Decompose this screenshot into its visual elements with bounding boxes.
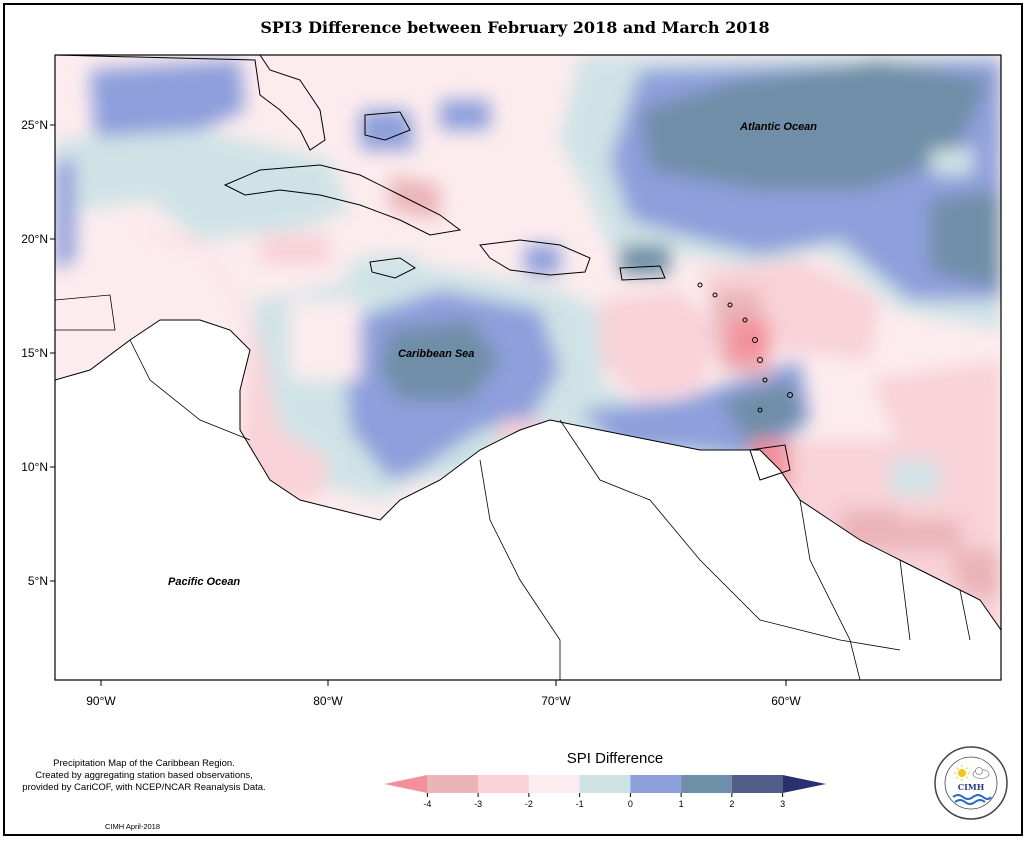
spi-zone-light-gulf [55,130,350,260]
longitude-axis: 90°W 80°W 70°W 60°W [86,680,801,708]
land-florida [55,55,326,151]
legend-tick-label: 2 [729,799,734,809]
legend-swatch [681,775,732,793]
logo-text: CIMH [958,782,985,792]
legend-tick-label: -2 [525,799,533,809]
lat-tick-label: 5°N [28,574,48,588]
borders [55,294,971,680]
sun-icon [954,765,970,781]
land-masses [55,55,1001,680]
border-central-america [129,339,251,441]
spi-zone-dark-lesser-antilles [720,380,805,445]
spi-zone-red-antilles [730,320,770,360]
spi-zone-pink-east [700,260,880,360]
legend-swatch [630,775,682,793]
label-atlantic-ocean: Atlantic Ocean [739,121,817,133]
legend-swatch [478,775,529,793]
lat-tick-label: 15°N [21,346,48,360]
cloud-icon [972,767,990,779]
legend-swatch [528,775,580,793]
border-suriname [899,559,911,641]
land-bahamas-andros [364,111,411,141]
land-cuba [223,164,462,236]
credit-text: CIMH April-2018 [105,822,161,831]
waves-icon [952,794,992,805]
border-colombia-venezuela [479,459,561,680]
spi-zone-pink-far-east [870,360,1001,440]
border-venezuela-brazil [559,419,901,651]
spi-zone-blue-west-edge [55,160,75,270]
map-frame [3,3,1023,836]
spi-zone-pink-central-america [120,230,330,500]
map-border [54,54,1002,681]
legend-swatch [731,775,783,793]
legend-swatch [579,775,631,793]
legend-swatch [427,775,479,793]
spi-zone-blue-gulf [90,60,245,140]
lat-tick-label: 10°N [21,460,48,474]
lon-tick-label: 80°W [313,694,343,708]
latitude-axis: 25°N 20°N 15°N 10°N 5°N [21,118,55,588]
spi-zone-light-guianas [890,460,940,495]
spi-zone-rose-suriname [900,520,960,550]
lon-tick-label: 70°W [541,694,571,708]
cimh-logo: CIMH [934,746,1008,820]
spi-zone-pink-yucatan [260,235,330,265]
legend-colorbar: -4-3-2-101234 [384,775,826,809]
border-french-guiana [959,589,971,641]
land-jamaica [369,257,416,279]
label-pacific-ocean: Pacific Ocean [168,576,240,588]
spi-zone-blue-bahamas [360,110,415,150]
legend-title: SPI Difference [566,750,664,767]
border-mexico-belize [55,294,116,331]
lon-tick-label: 90°W [86,694,116,708]
spi-zone-blue-hispaniola [525,245,560,275]
legend-tick-label: -3 [474,799,482,809]
spi-zone-dark-east [930,190,1001,290]
land-south-central-america [55,319,1001,680]
legend-swatch [782,775,826,793]
caption-line: provided by CariCOF, with NCEP/NCAR Rean… [22,782,266,793]
legend-tick-label: 3 [780,799,785,809]
legend-tick-label: -1 [576,799,584,809]
lesser-antilles [697,282,793,413]
legend-tick-label: 0 [628,799,633,809]
map-caption: Precipitation Map of the Caribbean Regio… [6,758,282,794]
land-hispaniola [479,239,591,276]
spi-zone-dark-caribbean [380,320,500,400]
map-title: SPI3 Difference between February 2018 an… [260,18,770,37]
land-trinidad [749,444,791,481]
spi-zone-light-spot [930,148,975,175]
spi-zone-dark-atlantic [640,60,990,190]
lat-tick-label: 25°N [21,118,48,132]
spi-zone-pale-honduras [290,300,360,380]
legend-swatch [384,775,428,793]
caption-line: Created by aggregating station based obs… [35,770,253,781]
border-guyana [799,499,861,680]
legend-tick-label: -4 [423,799,431,809]
land-puerto-rico [619,265,666,281]
lat-tick-label: 20°N [21,232,48,246]
label-caribbean-sea: Caribbean Sea [398,348,474,360]
spi-zone-pink-central [600,290,720,400]
caption-line: Precipitation Map of the Caribbean Regio… [53,758,235,769]
spi-zone-rose-french-guiana [950,550,1001,600]
legend-tick-label: 1 [679,799,684,809]
spi-field [55,55,1001,680]
spi-zone-dark-puerto-rico [620,245,670,275]
spi-zone-blue-bahamas-east [440,100,490,130]
lon-tick-label: 60°W [771,694,801,708]
